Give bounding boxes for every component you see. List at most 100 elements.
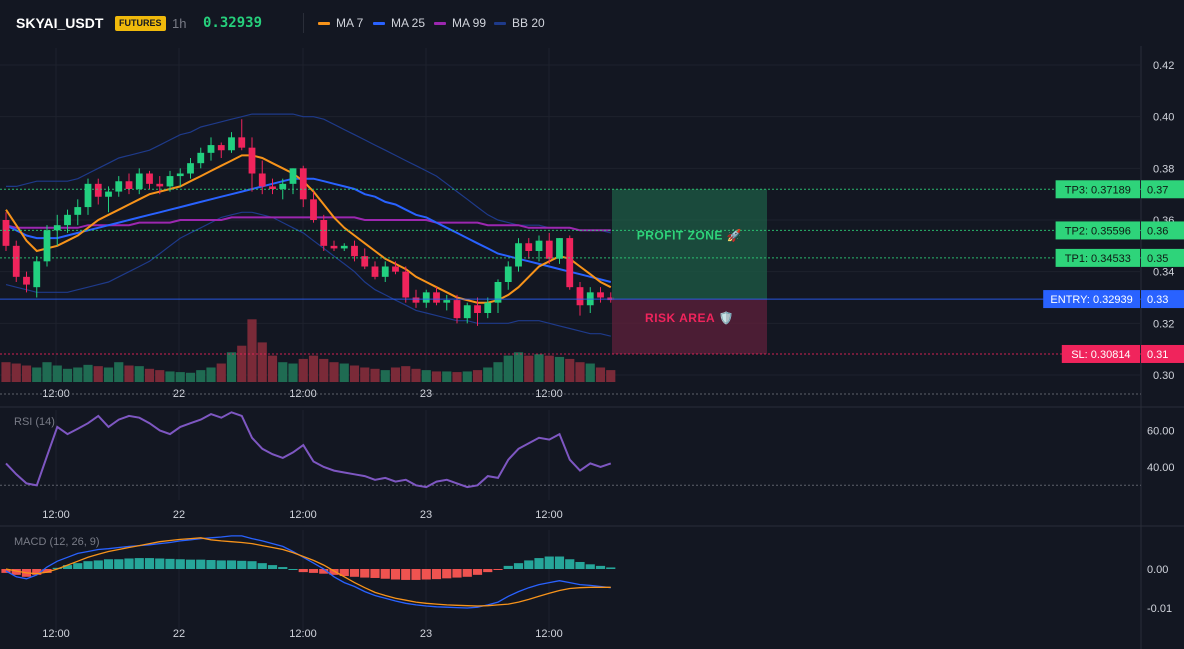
volume-bar (165, 371, 175, 382)
candle-body (474, 305, 481, 313)
candle-body (176, 173, 184, 177)
volume-bar (329, 362, 339, 382)
volume-bar (503, 355, 513, 382)
volume-bar (380, 370, 390, 382)
candle-body (228, 137, 235, 151)
macd-histogram-bar (42, 569, 52, 573)
candle-body (125, 181, 133, 189)
candle-body (576, 287, 584, 306)
macd-histogram-bar (267, 565, 278, 569)
macd-histogram-bar (319, 569, 329, 574)
candle-body (504, 266, 512, 282)
candle-body (115, 181, 123, 192)
candle-body (12, 245, 20, 277)
candle-body (310, 199, 317, 220)
volume-bar (370, 368, 380, 382)
candle-body (187, 163, 194, 174)
volume-bar (134, 366, 144, 382)
entry-tag-label: ENTRY: 0.32939 (1050, 294, 1132, 306)
x-axis-tick-label: 12:00 (42, 628, 70, 640)
candle-body (43, 230, 51, 262)
legend-bb20[interactable]: BB 20 (494, 16, 545, 30)
candle-body (556, 238, 563, 259)
candle-body (381, 266, 389, 277)
profit-zone-label: PROFIT ZONE 🚀 (637, 228, 742, 242)
macd-histogram-bar (565, 559, 575, 569)
macd-line (5, 535, 611, 609)
macd-histogram-bar (124, 558, 134, 569)
candle-body (279, 183, 287, 189)
candle-body (402, 271, 410, 298)
candle-body (94, 183, 102, 197)
x-axis-tick-label: 22 (173, 628, 185, 640)
ma99-swatch-icon (434, 21, 446, 25)
volume-bar (237, 345, 247, 382)
candle-body (453, 300, 461, 319)
volume-bar (606, 370, 616, 382)
macd-histogram-bar (73, 563, 83, 569)
candle-body (217, 145, 225, 151)
rsi-label: RSI (14) (14, 416, 55, 428)
candle-body (433, 292, 440, 303)
volume-bar (298, 358, 308, 382)
candle-body (443, 300, 451, 303)
legend-ma99[interactable]: MA 99 (434, 16, 486, 30)
bb-lower-line (5, 211, 611, 337)
macd-histogram-bar (380, 569, 390, 579)
candle-body (535, 240, 543, 251)
futures-badge: FUTURES (115, 16, 166, 31)
volume-bar (524, 355, 534, 382)
price-axis-tick: 0.40 (1153, 112, 1174, 124)
macd-histogram-bar (370, 569, 380, 578)
macd-histogram-bar (83, 561, 93, 569)
macd-histogram-bar (155, 558, 165, 569)
legend-ma7[interactable]: MA 7 (318, 16, 363, 30)
macd-histogram-bar (595, 565, 606, 569)
timeframe-label[interactable]: 1h (172, 16, 187, 31)
sl-tag-bg (1061, 344, 1140, 363)
ma25-swatch-icon (373, 21, 385, 25)
macd-histogram-bar (196, 559, 206, 569)
macd-histogram-bar (308, 569, 319, 573)
volume-bar (462, 371, 472, 382)
candle-body (53, 225, 61, 231)
macd-histogram-bar (442, 569, 452, 579)
volume-bar (401, 366, 411, 382)
tp3-axis-tag-label: 0.37 (1147, 184, 1168, 196)
macd-histogram-bar (493, 569, 503, 570)
candle-body (361, 256, 369, 267)
macd-histogram-bar (472, 569, 483, 575)
tp2-tag-bg (1055, 221, 1140, 240)
x-axis-tick-label: 12:00 (535, 628, 563, 640)
candle-body (484, 302, 492, 313)
volume-bar (103, 367, 114, 382)
volume-bar (175, 372, 185, 382)
tp1-tag-bg (1055, 248, 1140, 267)
volume-bar (513, 352, 524, 382)
volume-bar (11, 363, 21, 382)
macd-histogram-bar (247, 561, 257, 569)
macd-signal-line (5, 537, 611, 607)
symbol-name[interactable]: SKYAI_USDT (16, 15, 104, 31)
tp3-tag-bg (1055, 180, 1140, 199)
candle-body (156, 183, 164, 187)
volume-bar (52, 365, 62, 382)
legend-ma25[interactable]: MA 25 (373, 16, 425, 30)
volume-bar (360, 367, 370, 382)
macd-histogram-bar (278, 567, 288, 569)
candle-body (197, 152, 205, 164)
volume-bar (339, 363, 349, 382)
x-axis-tick-label: 12:00 (42, 509, 70, 521)
volume-bar (544, 355, 554, 382)
volume-bar (278, 362, 288, 382)
volume-bar (42, 362, 52, 382)
macd-histogram-bar (226, 560, 237, 569)
entry-axis-tag-bg (1141, 290, 1184, 309)
sl-axis-tag-label: 0.31 (1147, 349, 1168, 361)
candle-body (74, 207, 82, 215)
macd-histogram-bar (32, 569, 42, 575)
volume-bar (349, 365, 360, 382)
ma7-swatch-icon (318, 21, 330, 25)
volume-bar (288, 363, 298, 382)
